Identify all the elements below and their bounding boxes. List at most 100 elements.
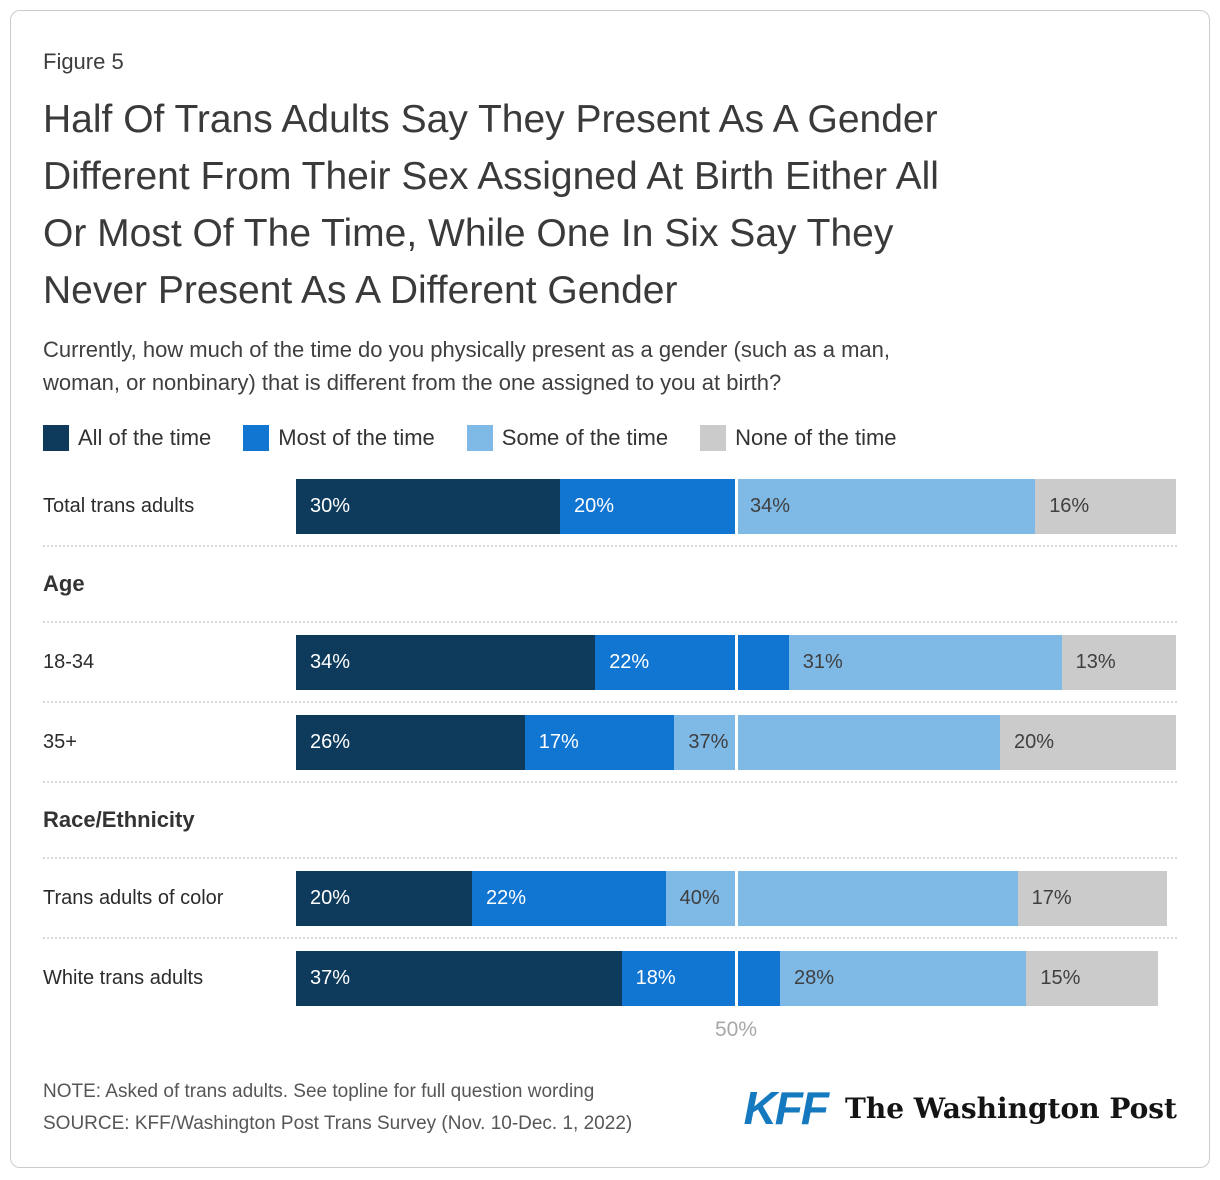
legend-item-all-of-the-time: All of the time (43, 425, 211, 451)
chart-title-line: Or Most Of The Time, While One In Six Sa… (43, 212, 894, 255)
bar-segment: 37% (296, 951, 622, 1006)
row-label: Total trans adults (43, 495, 195, 517)
figure-footer: NOTE: Asked of trans adults. See topline… (43, 1076, 1177, 1140)
bar-value-label: 17% (538, 731, 579, 753)
x-axis: 50% (296, 1018, 1176, 1044)
section-header-age: Age (43, 571, 85, 596)
bar-row-35-plus: 35+ 26% 17% 37% 20% (43, 715, 1177, 770)
row-separator (43, 621, 1177, 623)
row-label: 35+ (43, 731, 77, 753)
bar-row-trans-adults-of-color: Trans adults of color 20% 22% 40% 17% (43, 871, 1177, 926)
figure-card: Figure 5 Half Of Trans Adults Say They P… (10, 10, 1210, 1168)
chart-subtitle-line: Currently, how much of the time do you p… (43, 337, 891, 362)
note-text: NOTE: Asked of trans adults. See topline… (43, 1081, 595, 1102)
legend-item-some-of-the-time: Some of the time (466, 425, 669, 451)
section-header-race-ethnicity: Race/Ethnicity (43, 807, 195, 832)
chart-subtitle: Currently, how much of the time do you p… (43, 333, 1173, 399)
bar-value-label: 16% (1049, 495, 1090, 517)
legend-label: Some of the time (501, 425, 669, 450)
bar-segment: 20% (560, 479, 736, 534)
chart-title-line: Half Of Trans Adults Say They Present As… (43, 98, 938, 141)
bar-value-label: 30% (310, 495, 351, 517)
chart-title-line: Different From Their Sex Assigned At Bir… (43, 155, 939, 198)
row-separator (43, 545, 1177, 547)
gridline-50pct (734, 951, 738, 1006)
row-separator (43, 937, 1177, 939)
bar-value-label: 20% (574, 495, 615, 517)
bar-segment: 13% (1061, 635, 1176, 690)
bar-value-label: 22% (609, 651, 650, 673)
bar-value-label: 20% (310, 887, 351, 909)
legend-label: None of the time (735, 425, 897, 450)
legend-label: Most of the time (278, 425, 435, 450)
bar-segment: 22% (472, 871, 666, 926)
bar-segment: 40% (665, 871, 1018, 926)
legend-swatch (43, 425, 69, 451)
row-label: Trans adults of color (43, 887, 224, 909)
bar-segment: 20% (999, 715, 1176, 770)
legend-swatch (700, 425, 727, 451)
gridline-50pct (734, 871, 738, 926)
bar-segment: 30% (296, 479, 560, 534)
legend-swatch (243, 425, 270, 451)
bar-value-label: 20% (1013, 731, 1055, 753)
gridline-50pct (734, 715, 738, 770)
bar-value-label: 37% (310, 967, 351, 989)
row-separator (43, 857, 1177, 859)
bar-segment: 34% (736, 479, 1036, 534)
bar-value-label: 34% (310, 651, 351, 673)
bar-value-label: 31% (802, 651, 843, 673)
legend-item-most-of-the-time: Most of the time (243, 425, 435, 451)
footer-logos: KFF The Washington Post (744, 1085, 1177, 1131)
legend-item-none-of-the-time: None of the time (700, 425, 897, 451)
row-separator (43, 701, 1177, 703)
bar-segment: 28% (779, 951, 1027, 1006)
row-separator (43, 781, 1177, 783)
bar-row-white-trans-adults: White trans adults 37% 18% 28% 15% (43, 951, 1177, 1006)
chart-title: Half Of Trans Adults Say They Present As… (43, 91, 1177, 319)
row-label: White trans adults (43, 967, 204, 989)
bar-row-18-34: 18-34 34% 22% 31% 13% (43, 635, 1177, 690)
bar-value-label: 37% (688, 731, 729, 753)
chart-legend: All of the time Most of the time Some of… (43, 425, 1177, 451)
bar-segment: 22% (595, 635, 789, 690)
bar-segment: 31% (788, 635, 1062, 690)
kff-logo: KFF (743, 1082, 829, 1134)
bar-segment: 26% (296, 715, 525, 770)
axis-tick-50pct: 50% (714, 1018, 758, 1041)
bar-segment: 17% (524, 715, 675, 770)
legend-swatch (466, 425, 493, 451)
stacked-bar-chart: Total trans adults 30% 20% 34% 16% Age 18-3… (43, 479, 1177, 1044)
bar-value-label: 34% (750, 495, 791, 517)
bar-track: 37% 18% 28% 15% (296, 951, 1176, 1006)
bar-segment: 34% (296, 635, 596, 690)
chart-subtitle-line: woman, or nonbinary) that is different f… (43, 370, 782, 395)
bar-value-label: 15% (1040, 967, 1081, 989)
bar-segment: 15% (1026, 951, 1159, 1006)
source-text: SOURCE: KFF/Washington Post Trans Survey… (43, 1113, 633, 1134)
gridline-50pct (734, 479, 738, 534)
bar-value-label: 26% (310, 731, 351, 753)
figure-number: Figure 5 (43, 49, 124, 74)
bar-value-label: 18% (635, 967, 676, 989)
bar-track: 30% 20% 34% 16% (296, 479, 1176, 534)
bar-value-label: 17% (1031, 887, 1072, 909)
bar-value-label: 13% (1075, 651, 1116, 673)
legend-label: All of the time (78, 425, 212, 450)
bar-segment: 18% (621, 951, 780, 1006)
gridline-50pct (734, 635, 738, 690)
chart-title-line: Never Present As A Different Gender (43, 269, 678, 312)
washington-post-logo: The Washington Post (845, 1091, 1177, 1125)
footer-notes: NOTE: Asked of trans adults. See topline… (43, 1076, 632, 1140)
bar-row-total-trans-adults: Total trans adults 30% 20% 34% 16% (43, 479, 1177, 534)
bar-track: 34% 22% 31% 13% (296, 635, 1176, 690)
bar-segment: 37% (674, 715, 1000, 770)
bar-value-label: 22% (486, 887, 527, 909)
bar-track: 20% 22% 40% 17% (296, 871, 1176, 926)
bar-segment: 20% (296, 871, 472, 926)
row-label: 18-34 (43, 651, 95, 673)
bar-value-label: 28% (793, 967, 835, 989)
bar-segment: 16% (1035, 479, 1176, 534)
bar-value-label: 40% (679, 887, 720, 909)
bar-segment: 17% (1017, 871, 1168, 926)
